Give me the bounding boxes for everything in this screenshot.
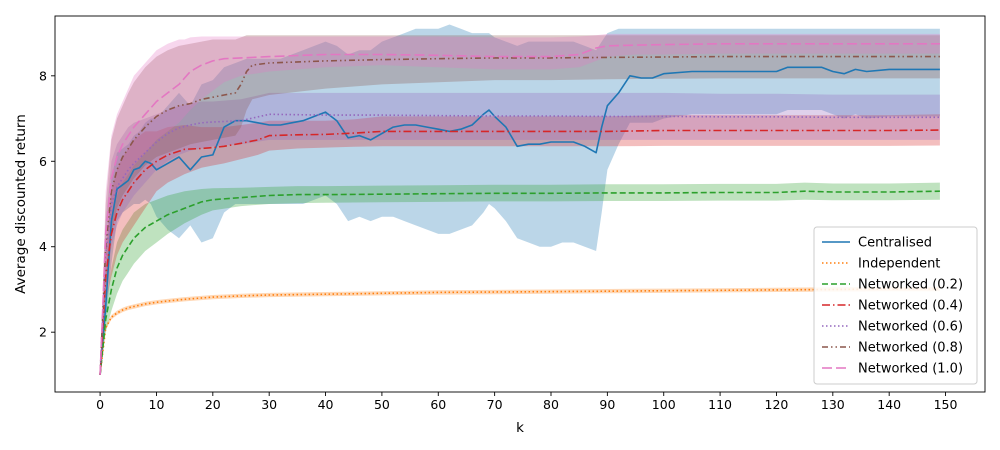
legend-label: Networked (0.6) xyxy=(858,320,963,335)
line-series-3 xyxy=(99,190,940,375)
band-series-7 xyxy=(100,33,940,375)
x-tick-label: 40 xyxy=(318,397,334,412)
x-tick-label: 90 xyxy=(599,397,615,412)
x-tick-label: 30 xyxy=(261,397,277,412)
x-tick-label: 100 xyxy=(652,397,676,412)
x-tick-label: 130 xyxy=(821,397,845,412)
legend-label: Independent xyxy=(858,257,940,272)
legend-box xyxy=(813,226,978,385)
band-series-3 xyxy=(100,182,940,375)
band-series-4 xyxy=(100,114,940,375)
x-tick-label: 150 xyxy=(934,397,958,412)
legend-label: Networked (1.0) xyxy=(858,362,963,377)
legend-label: Networked (0.4) xyxy=(858,299,963,314)
legend-label: Networked (0.8) xyxy=(858,341,963,356)
line-series-5 xyxy=(99,113,940,375)
x-axis-label: k xyxy=(516,420,524,436)
x-tick-label: 0 xyxy=(96,397,104,412)
x-tick-label: 110 xyxy=(708,397,732,412)
x-tick-label: 70 xyxy=(487,397,503,412)
line-series-6 xyxy=(99,55,940,375)
line-series-1 xyxy=(99,66,940,375)
y-tick-label: 4 xyxy=(39,239,47,254)
x-tick-label: 140 xyxy=(877,397,901,412)
x-tick-label: 10 xyxy=(149,397,165,412)
legend-label: Networked (0.2) xyxy=(858,278,963,293)
band-series-1 xyxy=(100,24,940,375)
legend: Centralised Independent Networked (0.2) Net… xyxy=(813,226,978,385)
y-axis-label: Average discounted return xyxy=(13,114,29,294)
y-tick-label: 8 xyxy=(39,68,47,83)
line-series-7 xyxy=(99,42,940,375)
line-series-4 xyxy=(99,129,940,375)
x-tick-label: 50 xyxy=(374,397,390,412)
y-tick-label: 2 xyxy=(39,325,47,340)
plot-area xyxy=(99,24,940,375)
x-tick-label: 80 xyxy=(543,397,559,412)
x-tick-label: 20 xyxy=(205,397,221,412)
x-tick-label: 120 xyxy=(765,397,789,412)
legend-label: Centralised xyxy=(858,236,932,251)
plot-frame xyxy=(54,15,986,393)
x-axis-ticks: 0 10 20 30 40 50 60 70 80 90 100 110 120 130 140 150 xyxy=(96,392,958,412)
series-lines xyxy=(99,42,940,375)
y-axis-ticks: 2 4 6 8 xyxy=(39,68,55,340)
x-tick-label: 60 xyxy=(430,397,446,412)
band-series-5 xyxy=(100,92,940,375)
y-tick-label: 6 xyxy=(39,154,47,169)
